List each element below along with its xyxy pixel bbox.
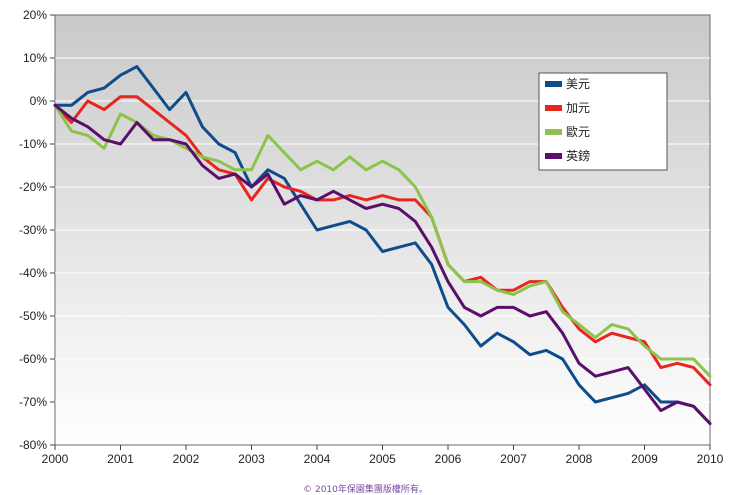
x-tick-label: 2007 <box>500 452 527 466</box>
y-tick-label: -80% <box>19 438 47 452</box>
x-tick-label: 2000 <box>42 452 69 466</box>
legend-label: 歐元 <box>566 124 590 139</box>
y-tick-label: -20% <box>19 180 47 194</box>
y-tick-label: -70% <box>19 395 47 409</box>
legend-swatch <box>545 105 562 111</box>
y-axis-ticks: 20% 10% 0% -10% -20% -30% -40% -50% -60% -70% -80% <box>19 8 55 452</box>
series-line-4 <box>53 103 712 425</box>
legend-label: 英鎊 <box>566 148 590 163</box>
x-tick-label: 2005 <box>369 452 396 466</box>
y-tick-label: -10% <box>19 137 47 151</box>
y-tick-label: -30% <box>19 223 47 237</box>
legend-swatch <box>545 153 562 159</box>
x-tick-label: 2009 <box>631 452 658 466</box>
y-tick-label: -60% <box>19 352 47 366</box>
x-tick-label: 2010 <box>697 452 724 466</box>
y-tick-label: 0% <box>30 94 48 108</box>
y-tick-label: 10% <box>23 51 47 65</box>
series-lines <box>53 65 712 425</box>
legend-label: 美元 <box>566 77 590 91</box>
series-line-2 <box>53 95 712 387</box>
legend-swatch <box>545 129 562 135</box>
x-tick-label: 2004 <box>304 452 331 466</box>
x-axis-ticks: 2000 2001 2002 2003 2004 2005 2006 2007 2008 2009… <box>42 445 724 466</box>
copyright-text: © 2010年保園集團版權所有。 <box>303 485 428 495</box>
y-tick-label: 20% <box>23 8 47 22</box>
y-tick-label: -50% <box>19 309 47 323</box>
legend-label: 加元 <box>566 101 590 115</box>
x-tick-label: 2002 <box>173 452 200 466</box>
x-tick-label: 2001 <box>107 452 134 466</box>
x-tick-label: 2006 <box>435 452 462 466</box>
series-line-1 <box>53 65 712 425</box>
legend-swatch <box>545 81 562 87</box>
x-tick-label: 2008 <box>566 452 593 466</box>
y-tick-label: -40% <box>19 266 47 280</box>
x-tick-label: 2003 <box>238 452 265 466</box>
